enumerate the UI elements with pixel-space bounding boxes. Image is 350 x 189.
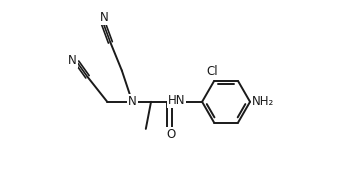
Text: HN: HN (168, 94, 186, 107)
Text: Cl: Cl (206, 64, 218, 77)
Text: N: N (128, 95, 136, 108)
Text: O: O (166, 128, 175, 141)
Text: N: N (68, 54, 77, 67)
Text: N: N (100, 11, 108, 24)
Text: NH₂: NH₂ (252, 95, 274, 108)
